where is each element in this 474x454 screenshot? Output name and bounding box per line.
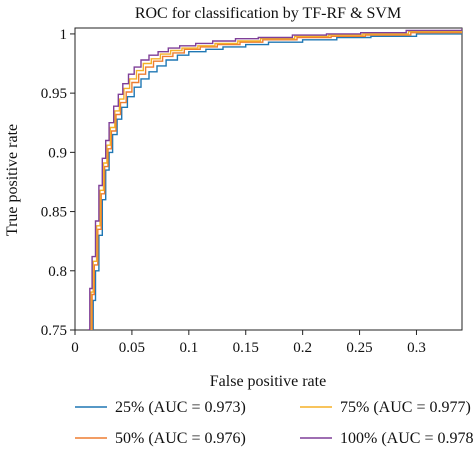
y-tick-label: 1 [60, 27, 68, 43]
x-axis-title: False positive rate [210, 373, 326, 390]
roc-series-line [87, 28, 462, 330]
legend-label: 25% (AUC = 0.973) [115, 399, 246, 416]
y-tick-label: 0.75 [41, 323, 67, 339]
plot-frame [74, 27, 463, 331]
y-tick-label: 0.8 [48, 264, 67, 280]
y-tick-label: 0.9 [48, 145, 67, 161]
plot-area: 0 0.05 0.1 0.15 0.2 0.25 0.3 0.75 0.8 0.85 0.9 0.9… [41, 27, 463, 356]
legend-label: 50% (AUC = 0.976) [115, 430, 246, 447]
y-tick-label: 0.85 [41, 205, 67, 221]
legend-label: 100% (AUC = 0.978) [340, 430, 474, 447]
x-tick-label: 0.15 [233, 340, 259, 356]
x-tick-label: 0.2 [293, 340, 312, 356]
y-tick-label: 0.95 [41, 86, 67, 102]
x-tick-label: 0.25 [346, 340, 372, 356]
series-layer [87, 28, 462, 330]
legend-label: 75% (AUC = 0.977) [340, 399, 471, 416]
y-axis: 0.75 0.8 0.85 0.9 0.95 1 [41, 27, 75, 339]
x-tick-label: 0 [71, 340, 79, 356]
roc-series-line [89, 30, 462, 330]
y-axis-title: True positive rate [4, 124, 21, 236]
roc-series-line [90, 31, 462, 330]
x-tick-label: 0.1 [179, 340, 198, 356]
legend: 25% (AUC = 0.973) 75% (AUC = 0.977) 50% (A… [75, 399, 474, 447]
x-tick-label: 0.05 [119, 340, 145, 356]
chart-title: ROC for classification by TF-RF & SVM [135, 5, 401, 22]
roc-series-line [88, 29, 462, 330]
x-axis: 0 0.05 0.1 0.15 0.2 0.25 0.3 [71, 330, 426, 356]
x-tick-label: 0.3 [407, 340, 426, 356]
